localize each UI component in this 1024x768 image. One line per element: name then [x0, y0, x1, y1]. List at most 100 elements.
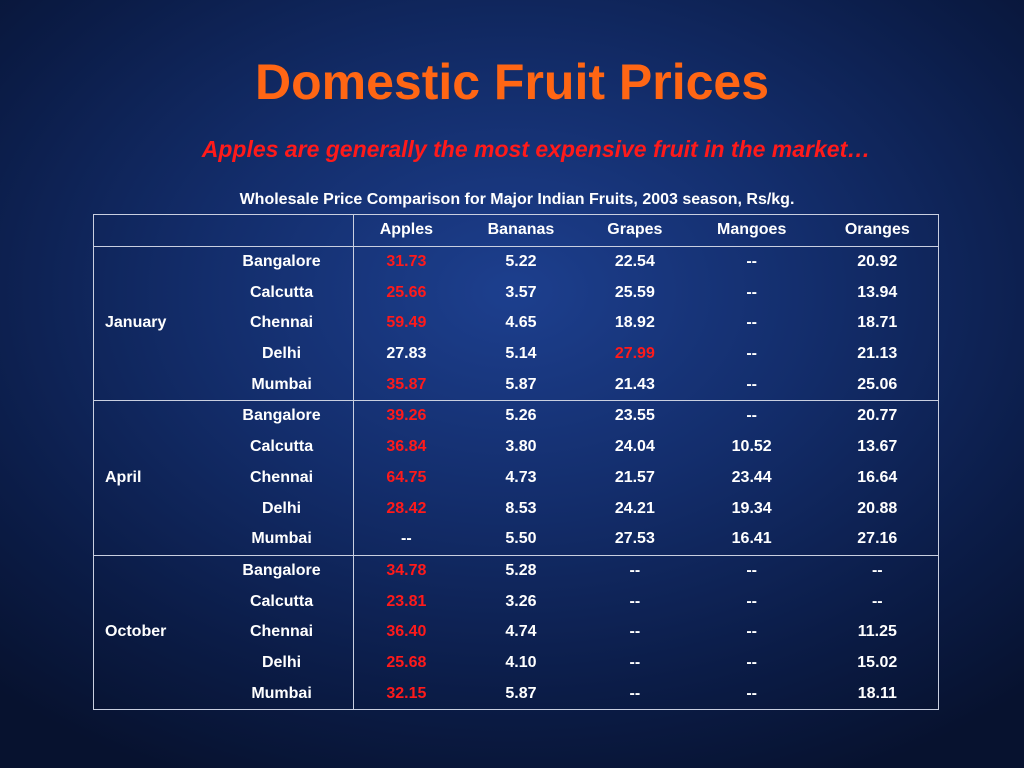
price-cell: 21.57: [614, 468, 655, 486]
price-cell: --: [746, 653, 757, 671]
price-cell: 18.11: [857, 684, 897, 702]
table-row: Delhi 28.42 8.53 24.21 19.34 20.88: [94, 493, 939, 524]
price-cell: 21.13: [857, 345, 898, 363]
price-cell: 25.59: [614, 283, 655, 301]
price-cell: --: [871, 592, 883, 610]
city-label: Mumbai: [210, 678, 354, 710]
table-row: January Bangalore 31.73 5.22 22.54 -- 20.92: [94, 246, 939, 331]
city-label: Delhi: [210, 647, 354, 679]
city-label: Bangalore: [210, 400, 354, 432]
price-cell: 16.64: [857, 468, 898, 486]
price-cell: --: [746, 375, 757, 393]
header-grapes: Grapes: [582, 214, 687, 247]
city-label: Calcutta: [210, 586, 354, 617]
price-cell: 4.65: [505, 314, 537, 332]
price-cell: 27.99: [614, 345, 655, 363]
price-cell: --: [629, 592, 641, 610]
city-label: Chennai: [210, 462, 354, 494]
price-cell: 25.66: [386, 283, 427, 301]
price-cell: 35.87: [386, 375, 427, 393]
header-mangoes: Mangoes: [686, 214, 817, 247]
month-label: October: [93, 554, 211, 710]
price-cell: --: [746, 623, 757, 641]
month-label: April: [93, 400, 211, 556]
price-cell: 32.15: [386, 684, 427, 702]
price-cell: 5.26: [459, 400, 583, 432]
city-label: Chennai: [210, 616, 354, 648]
header-oranges: Oranges: [816, 214, 939, 247]
slide-subtitle: Apples are generally the most expensive …: [201, 136, 871, 162]
price-cell: 21.43: [614, 375, 655, 393]
price-cell: 5.22: [505, 253, 537, 271]
price-cell: 64.75: [386, 468, 427, 486]
city-label: Calcutta: [210, 277, 354, 309]
month-label: January: [105, 314, 167, 332]
header-apples: Apples: [353, 214, 460, 247]
price-cell: 27.16: [857, 530, 898, 548]
table-row: Chennai 36.40 4.74 -- -- 11.25: [94, 616, 939, 648]
price-cell: --: [746, 684, 757, 702]
price-cell: --: [746, 283, 757, 301]
price-cell: 5.87: [505, 375, 537, 393]
header-city: [210, 214, 354, 247]
city-label: Chennai: [210, 308, 354, 339]
price-cell: 11.25: [857, 623, 897, 641]
price-cell: 18.92: [614, 314, 655, 332]
city-label: Calcutta: [210, 431, 354, 463]
price-cell: --: [746, 314, 757, 332]
price-cell: 25.68: [386, 653, 427, 671]
price-cell: --: [746, 592, 757, 610]
price-cell: --: [746, 345, 757, 363]
price-cell: 4.73: [505, 468, 537, 486]
price-cell: 28.42: [386, 499, 427, 517]
month-group: October Bangalore 34.78 5.28 -- -- -- Calcutta 2…: [93, 554, 939, 710]
price-cell: 13.67: [857, 438, 898, 456]
city-label: Mumbai: [210, 369, 354, 401]
price-cell: 27.83: [386, 345, 427, 363]
price-cell: 3.80: [505, 438, 537, 456]
price-cell: 20.77: [816, 400, 939, 432]
table-row: Mumbai 35.87 5.87 21.43 -- 25.06: [94, 369, 939, 401]
price-cell: 23.44: [731, 468, 772, 486]
table-row: Delhi 27.83 5.14 27.99 -- 21.13: [94, 338, 939, 370]
price-cell: --: [629, 623, 641, 641]
city-label: Bangalore: [210, 246, 354, 278]
table-row: Calcutta 25.66 3.57 25.59 -- 13.94: [94, 277, 939, 309]
price-cell: 24.21: [614, 499, 655, 517]
price-cell: 5.87: [505, 684, 537, 702]
price-cell: 24.04: [614, 438, 655, 456]
slide-title: Domestic Fruit Prices: [254, 54, 770, 110]
price-cell: 27.53: [614, 530, 655, 548]
price-cell: 3.57: [505, 283, 537, 301]
price-cell: --: [582, 554, 687, 587]
table-row: October Bangalore 34.78 5.28 -- -- --: [93, 554, 939, 710]
price-cell: 5.50: [505, 530, 537, 548]
price-cell: 3.26: [505, 592, 537, 610]
month-group: April Bangalore 39.26 5.26 23.55 -- 20.77 Calcu…: [93, 400, 939, 556]
city-label: Bangalore: [210, 554, 354, 587]
table-row: April Bangalore 39.26 5.26 23.55 -- 20.77: [93, 400, 939, 556]
price-cell: 5.14: [505, 345, 537, 363]
city-label: Mumbai: [210, 523, 354, 556]
price-cell: 23.55: [582, 400, 687, 432]
header-month: [93, 214, 211, 247]
price-cell: 5.28: [459, 554, 583, 587]
city-label: Delhi: [210, 493, 354, 524]
header-bananas: Bananas: [459, 214, 583, 247]
price-cell: 16.41: [731, 530, 772, 548]
table-row: Calcutta 23.81 3.26 -- -- --: [94, 586, 939, 617]
price-cell: 4.10: [505, 653, 537, 671]
price-cell: 36.84: [386, 438, 427, 456]
table-row: Chennai 59.49 4.65 18.92 -- 18.71: [94, 308, 939, 339]
table-row: Delhi 25.68 4.10 -- -- 15.02: [94, 647, 939, 679]
table-row: Mumbai -- 5.50 27.53 16.41 27.16: [94, 523, 939, 556]
price-cell: --: [816, 554, 939, 587]
price-cell: 36.40: [386, 623, 427, 641]
price-cell: --: [629, 684, 641, 702]
price-cell: --: [686, 554, 817, 587]
price-cell: 25.06: [857, 375, 898, 393]
price-cell: 34.78: [353, 554, 460, 587]
price-cell: --: [401, 530, 412, 548]
header-row: Apples Bananas Grapes Mangoes Oranges: [93, 214, 939, 247]
